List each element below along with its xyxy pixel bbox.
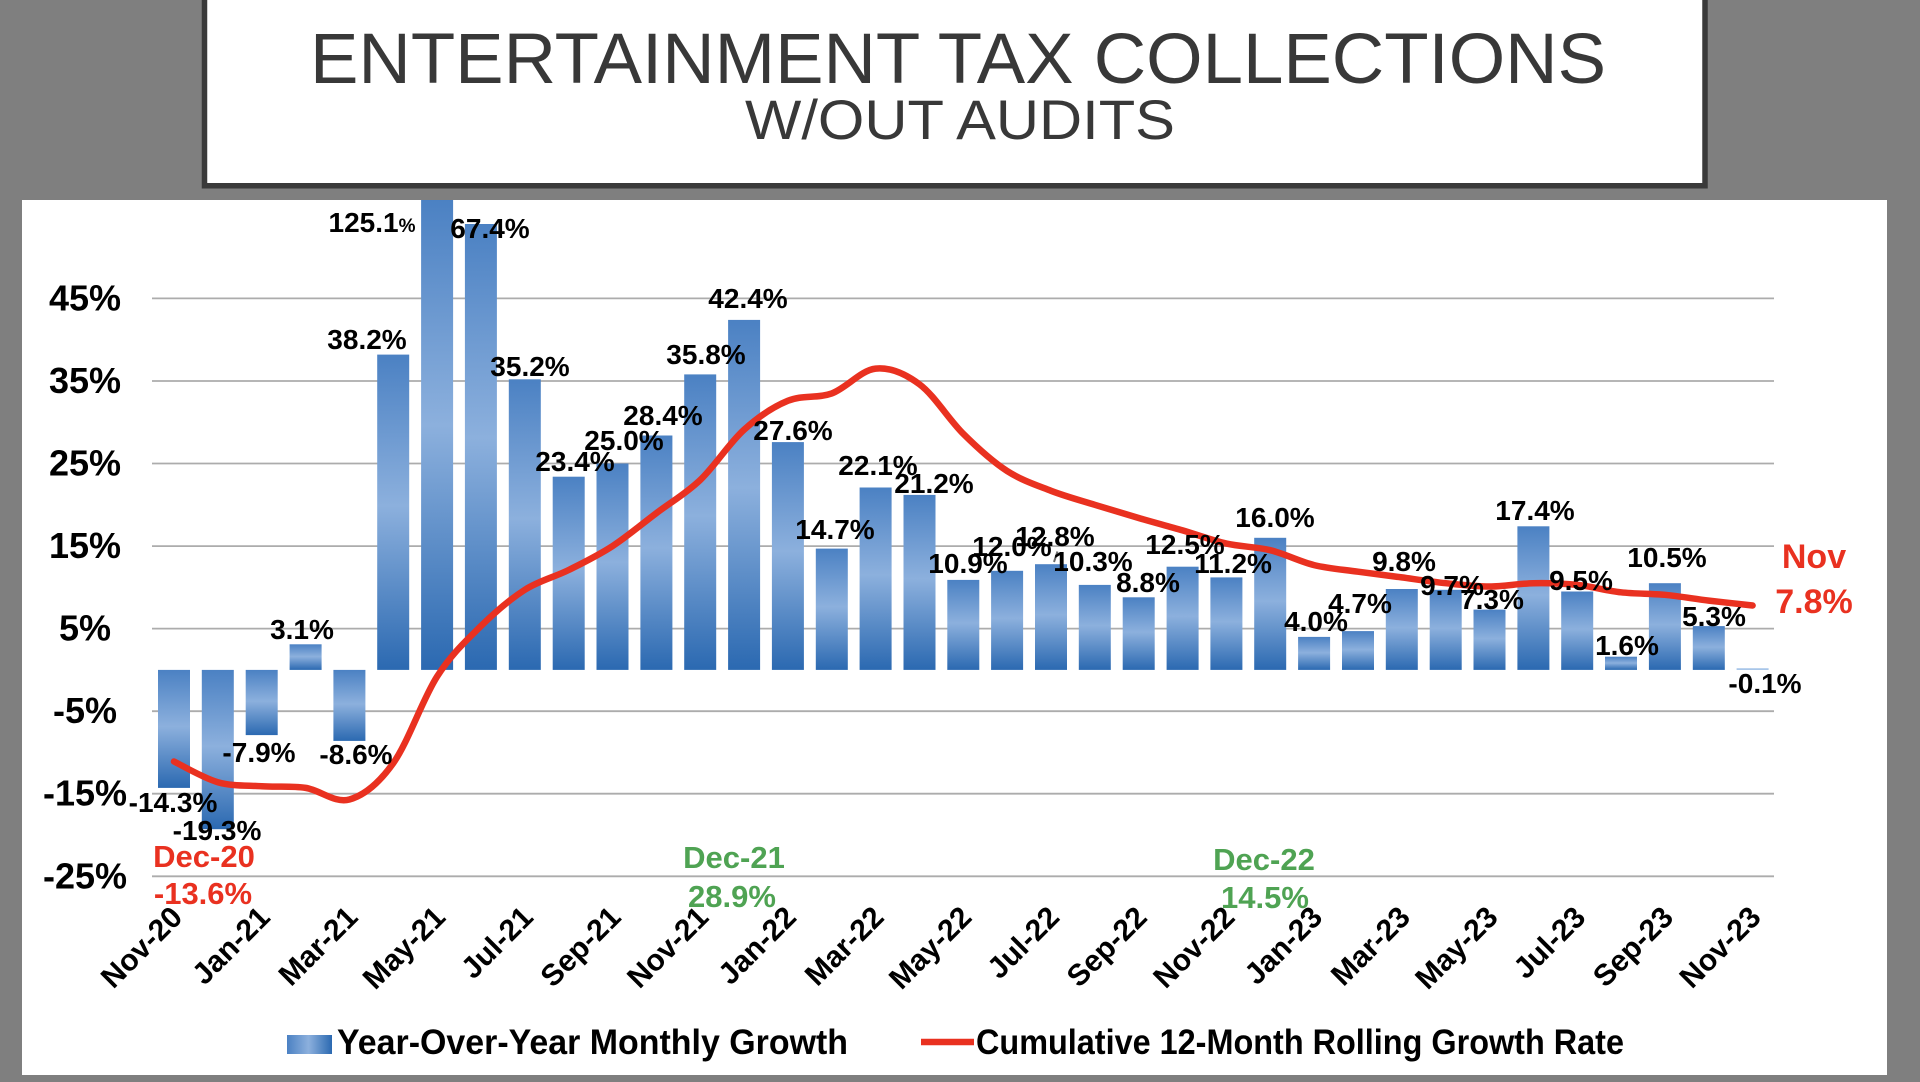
svg-text:5%: 5%: [59, 608, 111, 649]
svg-text:7.3%: 7.3%: [1460, 584, 1524, 615]
svg-text:22.1%: 22.1%: [838, 450, 917, 481]
svg-text:67.4%: 67.4%: [450, 213, 529, 244]
svg-text:27.6%: 27.6%: [753, 415, 832, 446]
svg-text:14.5%: 14.5%: [1221, 880, 1309, 915]
svg-text:-14.3%: -14.3%: [129, 787, 218, 818]
svg-text:35%: 35%: [49, 360, 121, 401]
svg-text:28.9%: 28.9%: [688, 879, 776, 914]
svg-text:5.3%: 5.3%: [1682, 601, 1746, 632]
svg-text:12.5%: 12.5%: [1145, 529, 1224, 560]
svg-text:8.8%: 8.8%: [1116, 567, 1180, 598]
svg-text:4.7%: 4.7%: [1328, 588, 1392, 619]
svg-text:28.4%: 28.4%: [623, 400, 702, 431]
svg-text:-19.3%: -19.3%: [173, 815, 262, 846]
svg-text:38.2%: 38.2%: [327, 324, 406, 355]
svg-text:-5%: -5%: [53, 690, 117, 731]
svg-text:Nov: Nov: [1782, 538, 1846, 576]
svg-text:ENTERTAINMENT TAX COLLECTIONS: ENTERTAINMENT TAX COLLECTIONS: [310, 20, 1606, 99]
svg-text:15%: 15%: [49, 525, 121, 566]
svg-text:12.8%: 12.8%: [1015, 521, 1094, 552]
svg-text:10.9%: 10.9%: [928, 548, 1007, 579]
svg-text:12.0%: 12.0%: [972, 531, 1051, 562]
svg-text:14.7%: 14.7%: [795, 514, 874, 545]
svg-text:Dec-20: Dec-20: [153, 839, 255, 874]
svg-text:9.8%: 9.8%: [1372, 546, 1436, 577]
svg-text:125.1%: 125.1%: [329, 207, 416, 238]
svg-text:17.4%: 17.4%: [1495, 495, 1574, 526]
svg-text:Year-Over-Year Monthly Growth: Year-Over-Year Monthly Growth: [337, 1023, 848, 1062]
svg-text:W/OUT AUDITS: W/OUT AUDITS: [745, 88, 1175, 151]
svg-text:Dec-21: Dec-21: [683, 840, 785, 875]
svg-text:Dec-22: Dec-22: [1213, 842, 1315, 877]
svg-text:10.3%: 10.3%: [1053, 546, 1132, 577]
svg-text:16.0%: 16.0%: [1235, 502, 1314, 533]
svg-text:45%: 45%: [49, 277, 121, 318]
svg-text:35.2%: 35.2%: [490, 351, 569, 382]
svg-text:3.1%: 3.1%: [270, 614, 334, 645]
svg-text:Cumulative 12-Month Rolling Gr: Cumulative 12-Month Rolling Growth Rate: [976, 1023, 1624, 1062]
svg-text:23.4%: 23.4%: [535, 446, 614, 477]
svg-text:35.8%: 35.8%: [666, 339, 745, 370]
svg-text:11.2%: 11.2%: [1194, 548, 1272, 579]
svg-text:7.8%: 7.8%: [1775, 583, 1853, 621]
svg-text:25.0%: 25.0%: [584, 425, 663, 456]
svg-text:42.4%: 42.4%: [708, 283, 787, 314]
svg-text:-25%: -25%: [43, 855, 127, 896]
svg-text:-8.6%: -8.6%: [319, 739, 392, 770]
svg-text:10.5%: 10.5%: [1627, 542, 1706, 573]
svg-text:4.0%: 4.0%: [1284, 606, 1348, 637]
svg-text:21.2%: 21.2%: [894, 468, 973, 499]
svg-text:1.6%: 1.6%: [1595, 630, 1659, 661]
svg-text:-15%: -15%: [43, 773, 127, 814]
svg-text:9.5%: 9.5%: [1549, 565, 1613, 596]
svg-text:9.7%: 9.7%: [1420, 570, 1484, 601]
svg-text:25%: 25%: [49, 443, 121, 484]
svg-text:-0.1%: -0.1%: [1728, 668, 1801, 699]
svg-text:-7.9%: -7.9%: [222, 737, 295, 768]
svg-text:-13.6%: -13.6%: [154, 876, 252, 911]
